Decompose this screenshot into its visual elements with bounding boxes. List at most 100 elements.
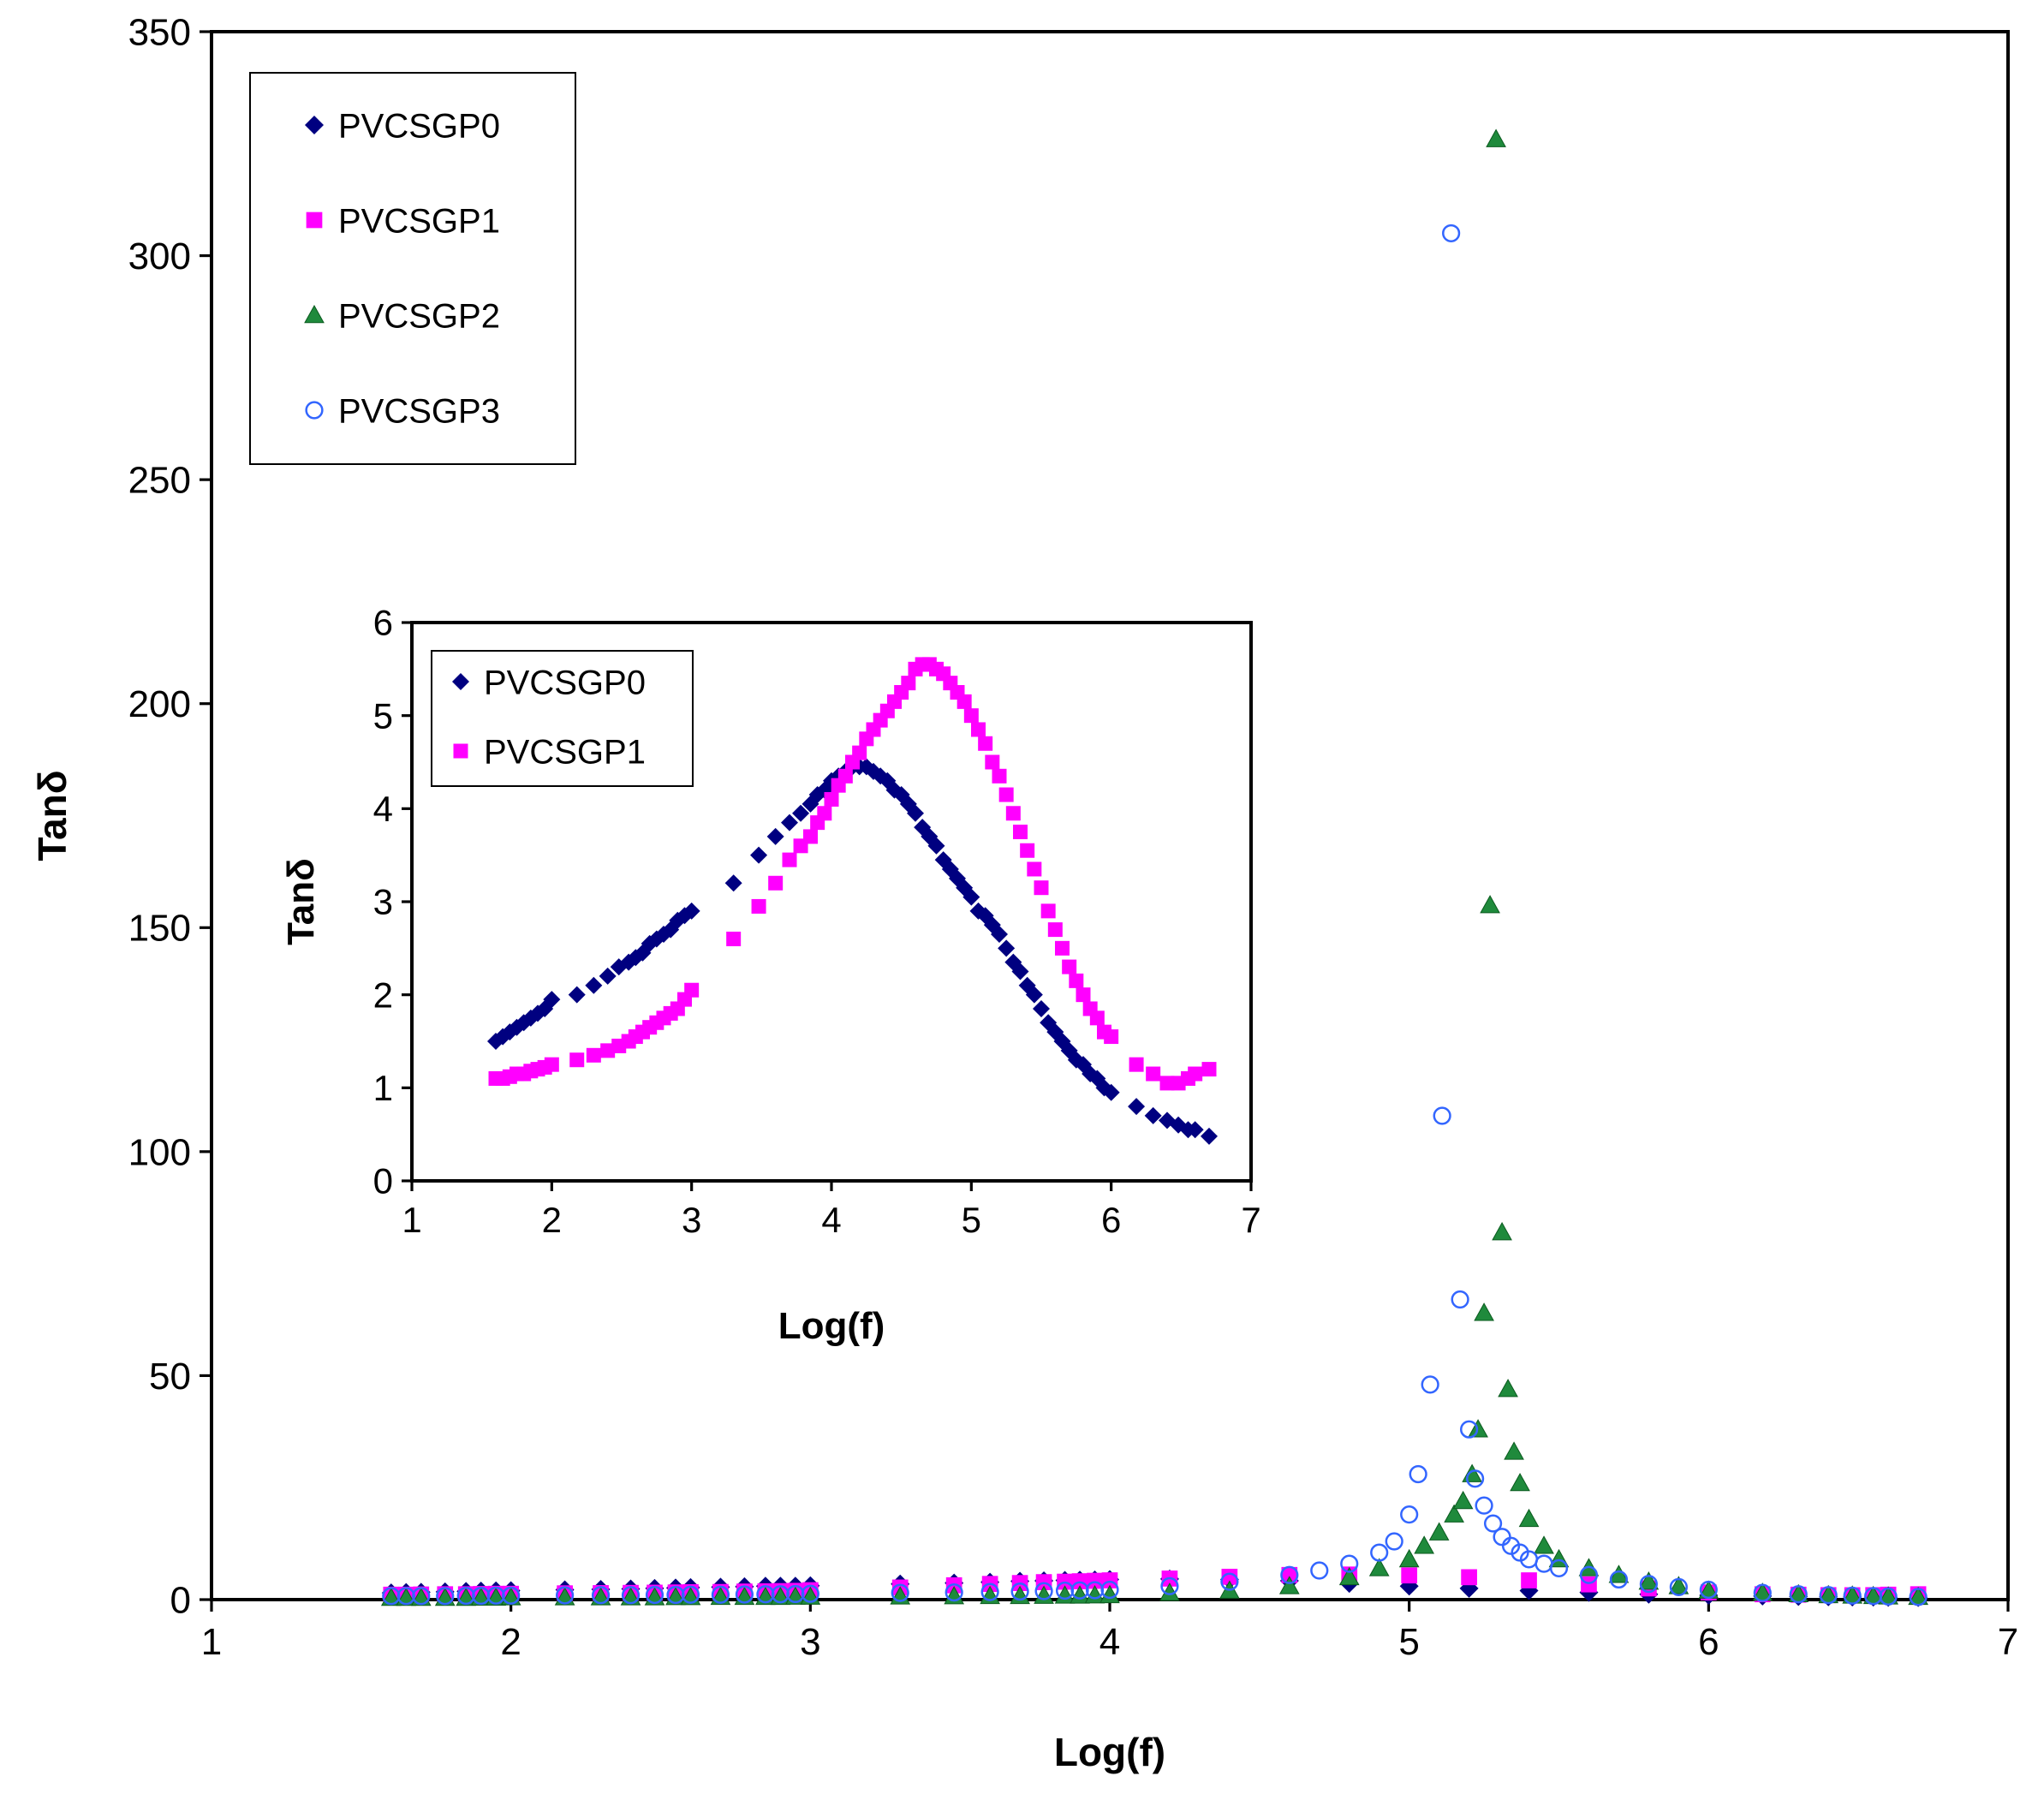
main-PVCSGP3-point — [1483, 1514, 1503, 1533]
main-PVCSGP3-point — [1442, 224, 1461, 243]
main-PVCSGP2-point — [1480, 895, 1500, 914]
inset-x-tick-label: 6 — [1101, 1200, 1121, 1240]
inset-PVCSGP1-point — [1055, 940, 1070, 956]
main-y-tick-label: 200 — [128, 683, 191, 725]
inset-x-tick-label: 1 — [402, 1200, 421, 1240]
inset-PVCSGP0-point — [1186, 1121, 1204, 1139]
inset-PVCSGP0-point — [1201, 1127, 1218, 1145]
main-legend-marker-PVCSGP1 — [306, 212, 323, 229]
main-PVCSGP2-point — [1084, 1585, 1105, 1604]
inset-PVCSGP1-point — [569, 1052, 585, 1068]
main-legend-label-PVCSGP1: PVCSGP1 — [338, 202, 500, 240]
main-legend-box — [249, 72, 576, 465]
inset-PVCSGP0-point — [1144, 1106, 1162, 1124]
main-PVCSGP3-point — [1819, 1586, 1838, 1605]
main-PVCSGP2-point — [1278, 1576, 1300, 1594]
main-PVCSGP3-point — [801, 1584, 819, 1603]
inset-PVCSGP1-point — [1020, 843, 1035, 858]
main-PVCSGP2-point — [1428, 1522, 1450, 1541]
inset-PVCSGP1-point — [824, 791, 839, 807]
main-PVCSGP1-point — [1461, 1569, 1477, 1586]
inset-PVCSGP1-point — [817, 806, 832, 821]
main-PVCSGP3-point — [1385, 1532, 1403, 1551]
inset-y-tick-label: 4 — [373, 789, 393, 829]
main-PVCSGP1-point — [1071, 1573, 1088, 1589]
main-PVCSGP3-point — [591, 1586, 611, 1605]
main-PVCSGP2-point — [1668, 1576, 1689, 1594]
main-PVCSGP2-point — [1368, 1558, 1390, 1576]
main-PVCSGP2-point — [380, 1587, 402, 1606]
inset-series-PVCSGP1 — [488, 657, 1217, 1091]
inset-PVCSGP0-point — [543, 991, 561, 1009]
inset-PVCSGP1-point — [1146, 1066, 1161, 1082]
inset-PVCSGP1-point — [586, 1047, 601, 1063]
main-PVCSGP3-point — [891, 1583, 909, 1602]
main-PVCSGP1-point — [1281, 1566, 1298, 1583]
inset-legend-label-PVCSGP1: PVCSGP1 — [484, 733, 646, 771]
inset-x-tick-label: 2 — [542, 1200, 562, 1240]
main-PVCSGP3-point — [436, 1587, 455, 1606]
inset-legend-label-PVCSGP0: PVCSGP0 — [484, 664, 646, 701]
main-PVCSGP2-point — [410, 1587, 432, 1606]
inset-PVCSGP0-point — [998, 939, 1016, 957]
inset-PVCSGP0-point — [907, 804, 924, 822]
inset-PVCSGP1-point — [1076, 987, 1091, 1003]
main-PVCSGP3-point — [1451, 1290, 1469, 1309]
inset-PVCSGP1-point — [852, 745, 867, 760]
main-PVCSGP2-point — [1534, 1535, 1554, 1554]
inset-PVCSGP1-point — [1034, 880, 1049, 896]
inset-PVCSGP1-point — [782, 852, 797, 867]
main-PVCSGP1-point — [1221, 1568, 1238, 1585]
inset-PVCSGP1-point — [837, 768, 853, 784]
main-x-axis-title: Log(f) — [1054, 1730, 1165, 1774]
main-legend-marker-PVCSGP0 — [305, 116, 324, 134]
main-PVCSGP3-point — [1639, 1575, 1659, 1594]
inset-PVCSGP1-point — [768, 875, 784, 891]
inset-PVCSGP1-point — [1104, 1029, 1119, 1045]
main-PVCSGP3-point — [1280, 1565, 1299, 1584]
inset-PVCSGP0-point — [962, 888, 980, 906]
main-y-tick-label: 150 — [128, 908, 191, 950]
main-x-tick-label: 4 — [1099, 1621, 1120, 1663]
main-x-tick-label: 6 — [1698, 1621, 1719, 1663]
main-x-tick-label: 2 — [500, 1621, 521, 1663]
main-PVCSGP2-point — [1498, 1379, 1518, 1398]
inset-y-tick-label: 2 — [373, 974, 393, 1015]
main-PVCSGP3-point — [1310, 1561, 1329, 1580]
main-PVCSGP2-point — [1398, 1548, 1420, 1568]
main-PVCSGP2-point — [1518, 1508, 1540, 1528]
inset-y-axis-title: Tanδ — [280, 858, 322, 945]
main-PVCSGP3-point — [556, 1586, 575, 1605]
main-PVCSGP2-point — [500, 1587, 521, 1606]
inset-PVCSGP1-point — [1159, 1076, 1175, 1091]
inset-series-PVCSGP0 — [487, 758, 1218, 1145]
main-PVCSGP3-point — [1460, 1420, 1479, 1439]
main-PVCSGP3-point — [1789, 1585, 1808, 1604]
main-legend-marker-PVCSGP3 — [305, 401, 324, 420]
main-PVCSGP2-point — [1452, 1490, 1474, 1510]
inset-PVCSGP0-point — [1011, 963, 1029, 980]
main-y-tick-label: 300 — [128, 235, 191, 277]
inset-PVCSGP0-point — [724, 874, 742, 892]
inset-PVCSGP1-point — [1188, 1066, 1203, 1082]
main-PVCSGP3-point — [1465, 1469, 1485, 1488]
inset-PVCSGP1-point — [1013, 825, 1028, 839]
main-PVCSGP1-point — [1521, 1572, 1537, 1588]
main-y-tick-label: 50 — [149, 1356, 191, 1398]
main-PVCSGP3-point — [980, 1582, 999, 1601]
main-PVCSGP3-point — [1753, 1583, 1772, 1602]
inset-x-tick-label: 7 — [1241, 1200, 1260, 1240]
main-PVCSGP1-point — [1087, 1572, 1103, 1589]
main-y-tick-label: 250 — [128, 460, 191, 502]
main-legend: PVCSGP0 PVCSGP1 PVCSGP2 PVCSGP3 — [249, 72, 576, 465]
main-PVCSGP2-point — [1638, 1571, 1660, 1590]
main-PVCSGP3-point — [1034, 1582, 1053, 1600]
main-PVCSGP2-point — [1474, 1302, 1494, 1321]
inset-PVCSGP1-point — [1129, 1057, 1144, 1072]
inset-PVCSGP1-point — [985, 754, 1000, 770]
main-PVCSGP2-point — [1070, 1585, 1090, 1604]
main-PVCSGP3-point — [1609, 1570, 1629, 1589]
inset-PVCSGP0-point — [1102, 1083, 1120, 1101]
